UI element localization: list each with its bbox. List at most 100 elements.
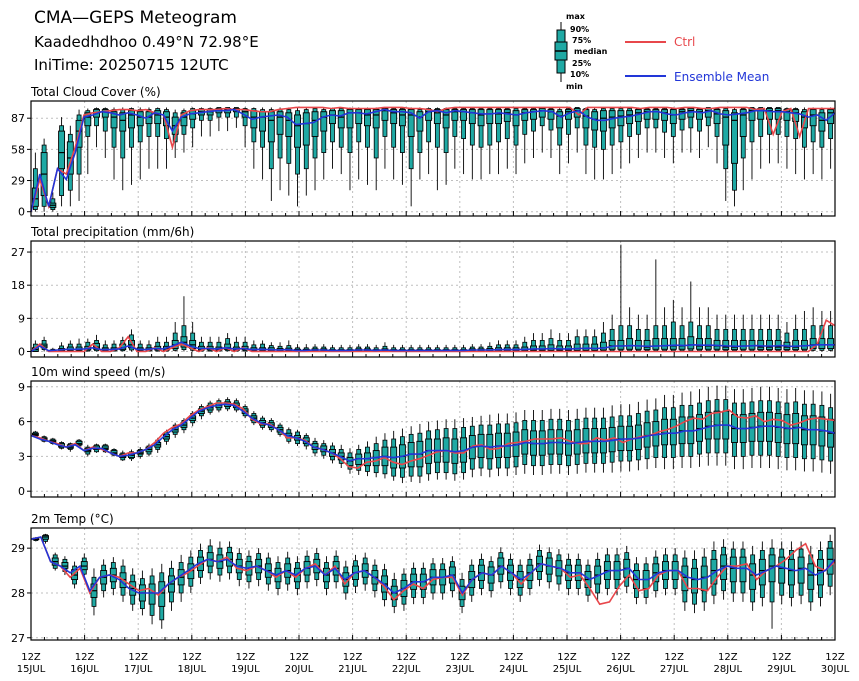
box-10-90 <box>426 108 432 143</box>
legend-min-label: min <box>566 82 583 91</box>
box-plot <box>818 107 826 180</box>
x-tick-label-hour: 12Z <box>557 652 577 663</box>
box-25-75 <box>416 111 424 132</box>
box-25-75 <box>739 339 747 350</box>
box-plot <box>58 117 66 207</box>
panel-title: 2m Temp (°C) <box>31 512 114 526</box>
box-25-75 <box>460 109 468 121</box>
box-plot <box>495 107 502 175</box>
box-25-75 <box>530 109 537 120</box>
box-25-75 <box>748 339 756 350</box>
box-plot <box>460 418 468 480</box>
box-25-75 <box>704 108 712 118</box>
box-25-75 <box>58 130 66 170</box>
box-10-90 <box>461 108 466 140</box>
panel-1: 0 29 58 87 Total Cloud Cover (%) <box>11 85 836 219</box>
x-axis: 12Z15JUL12Z16JUL12Z17JUL12Z18JUL12Z19JUL… <box>17 652 850 675</box>
box-25-75 <box>398 109 406 127</box>
ensemble-mean-line <box>30 341 835 353</box>
y-tick-label: 27 <box>11 246 25 259</box>
panel-title: 10m wind speed (m/s) <box>31 365 165 379</box>
panel-2: 0 9 18 27 Total precipitation (mm/6h) <box>11 225 836 358</box>
y-tick-label: 58 <box>11 143 25 156</box>
x-tick-label-date: 27JUL <box>660 664 689 675</box>
legend-75-label: 75% <box>572 36 591 45</box>
box-25-75 <box>582 343 590 351</box>
box-25-75 <box>661 338 669 350</box>
x-tick-label-date: 25JUL <box>553 664 582 675</box>
x-tick-label-hour: 12Z <box>128 652 148 663</box>
box-10-90 <box>452 108 458 137</box>
x-tick-label-date: 30JUL <box>821 664 850 675</box>
box-plot <box>613 548 621 596</box>
box-plot <box>827 393 835 474</box>
box-25-75 <box>582 109 590 129</box>
box-plot <box>729 541 737 602</box>
x-tick-label-date: 24JUL <box>499 664 528 675</box>
y-tick-label: 6 <box>18 416 25 429</box>
legend-ctrl-label: Ctrl <box>674 35 695 49</box>
box-25-75 <box>512 110 520 127</box>
box-25-75 <box>390 109 398 125</box>
box-plot <box>442 419 450 480</box>
box-plot <box>390 107 398 180</box>
box-25-75 <box>547 344 555 351</box>
y-tick-label: 9 <box>18 381 25 394</box>
box-10-90 <box>102 108 108 132</box>
box-25-75 <box>573 343 581 351</box>
legend-90-label: 90% <box>570 25 589 34</box>
box-25-75 <box>442 109 450 129</box>
x-tick-label-hour: 12Z <box>289 652 309 663</box>
box-10-90 <box>400 108 405 153</box>
box-25-75 <box>766 339 773 351</box>
box-plot <box>809 107 817 175</box>
box-25-75 <box>154 110 162 125</box>
box-25-75 <box>346 109 354 129</box>
box-25-75 <box>276 111 284 135</box>
box-25-75 <box>826 547 834 575</box>
box-25-75 <box>809 109 817 127</box>
y-tick-label: 0 <box>18 345 25 358</box>
box-plot <box>110 107 118 180</box>
box-plot <box>731 107 738 207</box>
box-plot <box>128 107 135 185</box>
box-25-75 <box>669 418 677 446</box>
box-25-75 <box>722 110 730 146</box>
box-10-90 <box>487 108 493 146</box>
box-25-75 <box>477 109 485 127</box>
x-tick-label-hour: 12Z <box>182 652 202 663</box>
panel-4: 27 28 29 2m Temp (°C) <box>11 512 836 645</box>
box-plot <box>739 107 747 191</box>
x-tick-label-date: 15JUL <box>17 664 46 675</box>
box-25-75 <box>110 111 118 129</box>
box-10-90 <box>758 107 764 137</box>
box-plot <box>749 545 757 611</box>
legend-mean-label: Ensemble Mean <box>674 70 769 84</box>
box-plot <box>145 107 153 169</box>
panel-title: Total precipitation (mm/6h) <box>30 225 194 239</box>
box-25-75 <box>818 112 826 132</box>
box-25-75 <box>827 338 835 349</box>
box-25-75 <box>652 338 660 350</box>
box-plot <box>797 541 805 605</box>
box-25-75 <box>687 336 695 350</box>
legend-median-label: median <box>574 47 608 56</box>
box-plot <box>311 107 319 191</box>
x-tick-label-hour: 12Z <box>396 652 416 663</box>
box-plot <box>346 107 354 191</box>
box-25-75 <box>800 339 808 350</box>
ensemble-mean-line <box>30 108 836 212</box>
box-plot <box>177 554 185 602</box>
x-tick-label-date: 21JUL <box>338 664 367 675</box>
x-tick-label-date: 16JUL <box>70 664 99 675</box>
box-10-90 <box>504 108 510 140</box>
box-plot <box>787 541 795 607</box>
x-tick-label-date: 29JUL <box>767 664 796 675</box>
x-tick-label-date: 18JUL <box>178 664 207 675</box>
box-25-75 <box>696 109 703 120</box>
x-tick-label-hour: 12Z <box>718 652 738 663</box>
box-10-90 <box>828 325 834 351</box>
box-plot <box>722 107 730 201</box>
box-25-75 <box>372 109 380 129</box>
